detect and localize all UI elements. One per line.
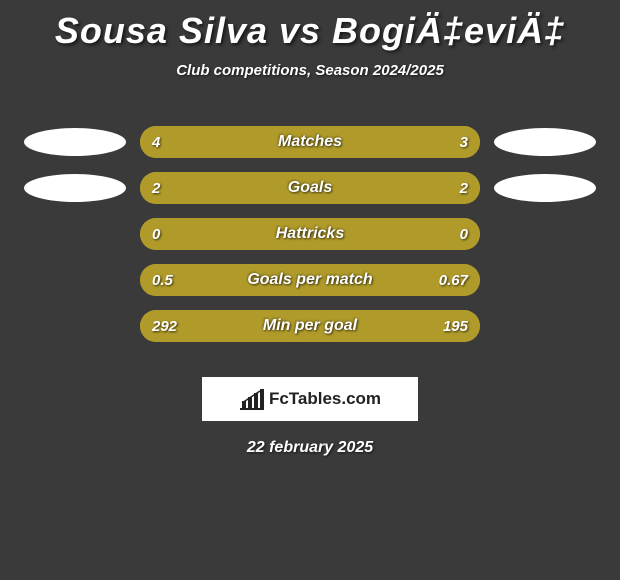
comparison-row: 292195Min per goal (0, 303, 620, 349)
right-ellipse (494, 128, 596, 156)
date-label: 22 february 2025 (0, 439, 620, 457)
right-value: 0.67 (439, 264, 468, 296)
right-ellipse (494, 220, 596, 248)
right-ellipse (494, 174, 596, 202)
left-value: 292 (152, 310, 177, 342)
left-ellipse (24, 220, 126, 248)
left-ellipse (24, 174, 126, 202)
brand-box: FcTables.com (202, 377, 418, 421)
comparison-row: 43Matches (0, 119, 620, 165)
stat-bar: 00Hattricks (140, 218, 480, 250)
left-ellipse (24, 128, 126, 156)
page-title: Sousa Silva vs BogiÄ‡eviÄ‡ (0, 0, 620, 52)
left-value: 4 (152, 126, 160, 158)
stat-bar: 43Matches (140, 126, 480, 158)
left-value: 0 (152, 218, 160, 250)
stat-bar: 22Goals (140, 172, 480, 204)
bar-left-fill (140, 218, 310, 250)
bar-right-fill (334, 126, 480, 158)
left-value: 2 (152, 172, 160, 204)
comparison-row: 00Hattricks (0, 211, 620, 257)
stat-bar: 0.50.67Goals per match (140, 264, 480, 296)
right-value: 2 (460, 172, 468, 204)
bar-right-fill (310, 172, 480, 204)
bar-right-fill (310, 218, 480, 250)
comparison-rows: 43Matches22Goals00Hattricks0.50.67Goals … (0, 119, 620, 349)
comparison-row: 22Goals (0, 165, 620, 211)
bar-left-fill (140, 126, 334, 158)
subtitle: Club competitions, Season 2024/2025 (0, 62, 620, 79)
right-value: 0 (460, 218, 468, 250)
bar-left-fill (140, 172, 310, 204)
left-value: 0.5 (152, 264, 173, 296)
bar-chart-icon (239, 388, 265, 410)
stat-bar: 292195Min per goal (140, 310, 480, 342)
right-ellipse (494, 312, 596, 340)
right-ellipse (494, 266, 596, 294)
left-ellipse (24, 266, 126, 294)
comparison-row: 0.50.67Goals per match (0, 257, 620, 303)
right-value: 195 (443, 310, 468, 342)
right-value: 3 (460, 126, 468, 158)
brand-label: FcTables.com (269, 389, 381, 409)
left-ellipse (24, 312, 126, 340)
